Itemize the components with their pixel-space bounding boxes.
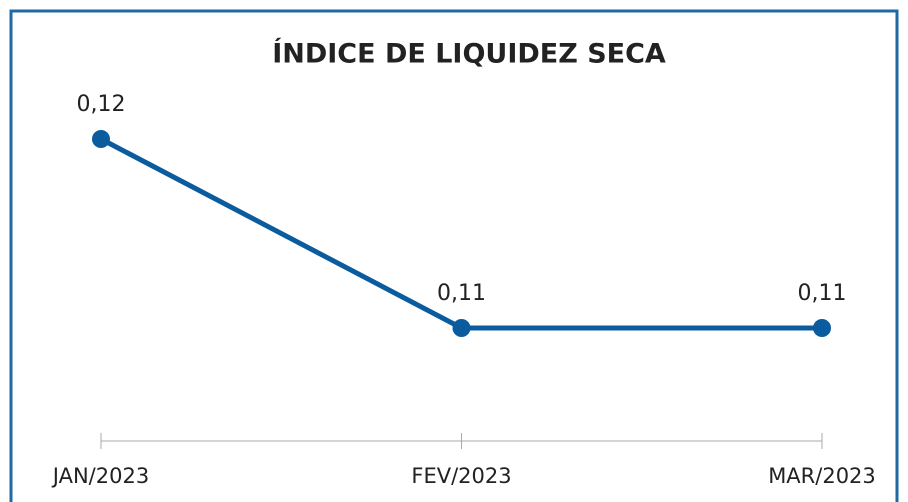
- data-label: 0,11: [798, 281, 847, 306]
- marker: [92, 130, 110, 148]
- marker: [813, 319, 831, 337]
- x-tick-label: JAN/2023: [51, 464, 149, 488]
- x-tick-label: FEV/2023: [411, 464, 511, 488]
- marker: [452, 319, 471, 337]
- frame: [9, 9, 899, 502]
- chart-title: ÍNDICE DE LIQUIDEZ SECA: [272, 38, 666, 70]
- data-label: 0,11: [437, 281, 486, 306]
- x-tick-label: MAR/2023: [768, 464, 876, 488]
- data-label: 0,12: [77, 92, 126, 117]
